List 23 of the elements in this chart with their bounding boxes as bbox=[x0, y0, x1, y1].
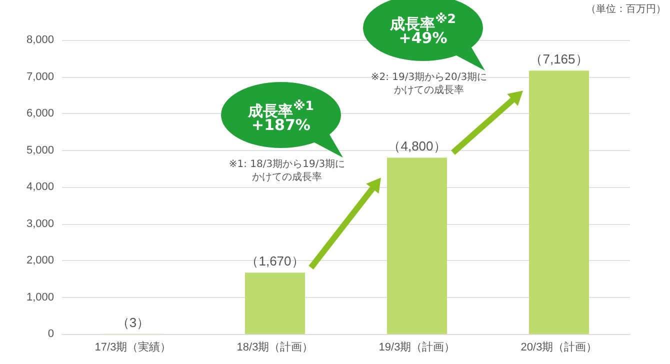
text: （単位：百万円） bbox=[586, 3, 666, 16]
y-tick-label: 1,000 bbox=[26, 291, 54, 304]
y-tick-label: 2,000 bbox=[26, 254, 54, 266]
data-label: （1,670） bbox=[246, 254, 304, 269]
bar bbox=[245, 272, 305, 334]
y-tick-label: 7,000 bbox=[26, 70, 54, 83]
x-tick-label: 20/3期（計画） bbox=[520, 340, 598, 354]
x-tick-label: 19/3期（計画） bbox=[378, 340, 456, 354]
y-tick-label: 6,000 bbox=[26, 108, 54, 120]
data-label: （3） bbox=[116, 314, 150, 330]
x-tick-label: 18/3期（計画） bbox=[236, 340, 314, 354]
x-tick-label: 17/3期（実績） bbox=[94, 340, 172, 354]
y-tick-label: 4,000 bbox=[26, 181, 54, 193]
annotation: ※2: 19/3期から20/3期にかけての成長率 bbox=[370, 70, 488, 97]
y-tick-label: 0 bbox=[48, 328, 54, 340]
data-label: （4,800） bbox=[388, 138, 446, 154]
data-label: （7,165） bbox=[530, 52, 588, 67]
y-tick-label: 3,000 bbox=[26, 218, 54, 230]
annotation: ※1: 18/3期から19/3期にかけての成長率 bbox=[228, 158, 346, 184]
y-tick-label: 5,000 bbox=[26, 144, 54, 156]
bar bbox=[529, 70, 589, 334]
y-tick-label: 8,000 bbox=[26, 34, 54, 46]
bar bbox=[387, 158, 447, 334]
